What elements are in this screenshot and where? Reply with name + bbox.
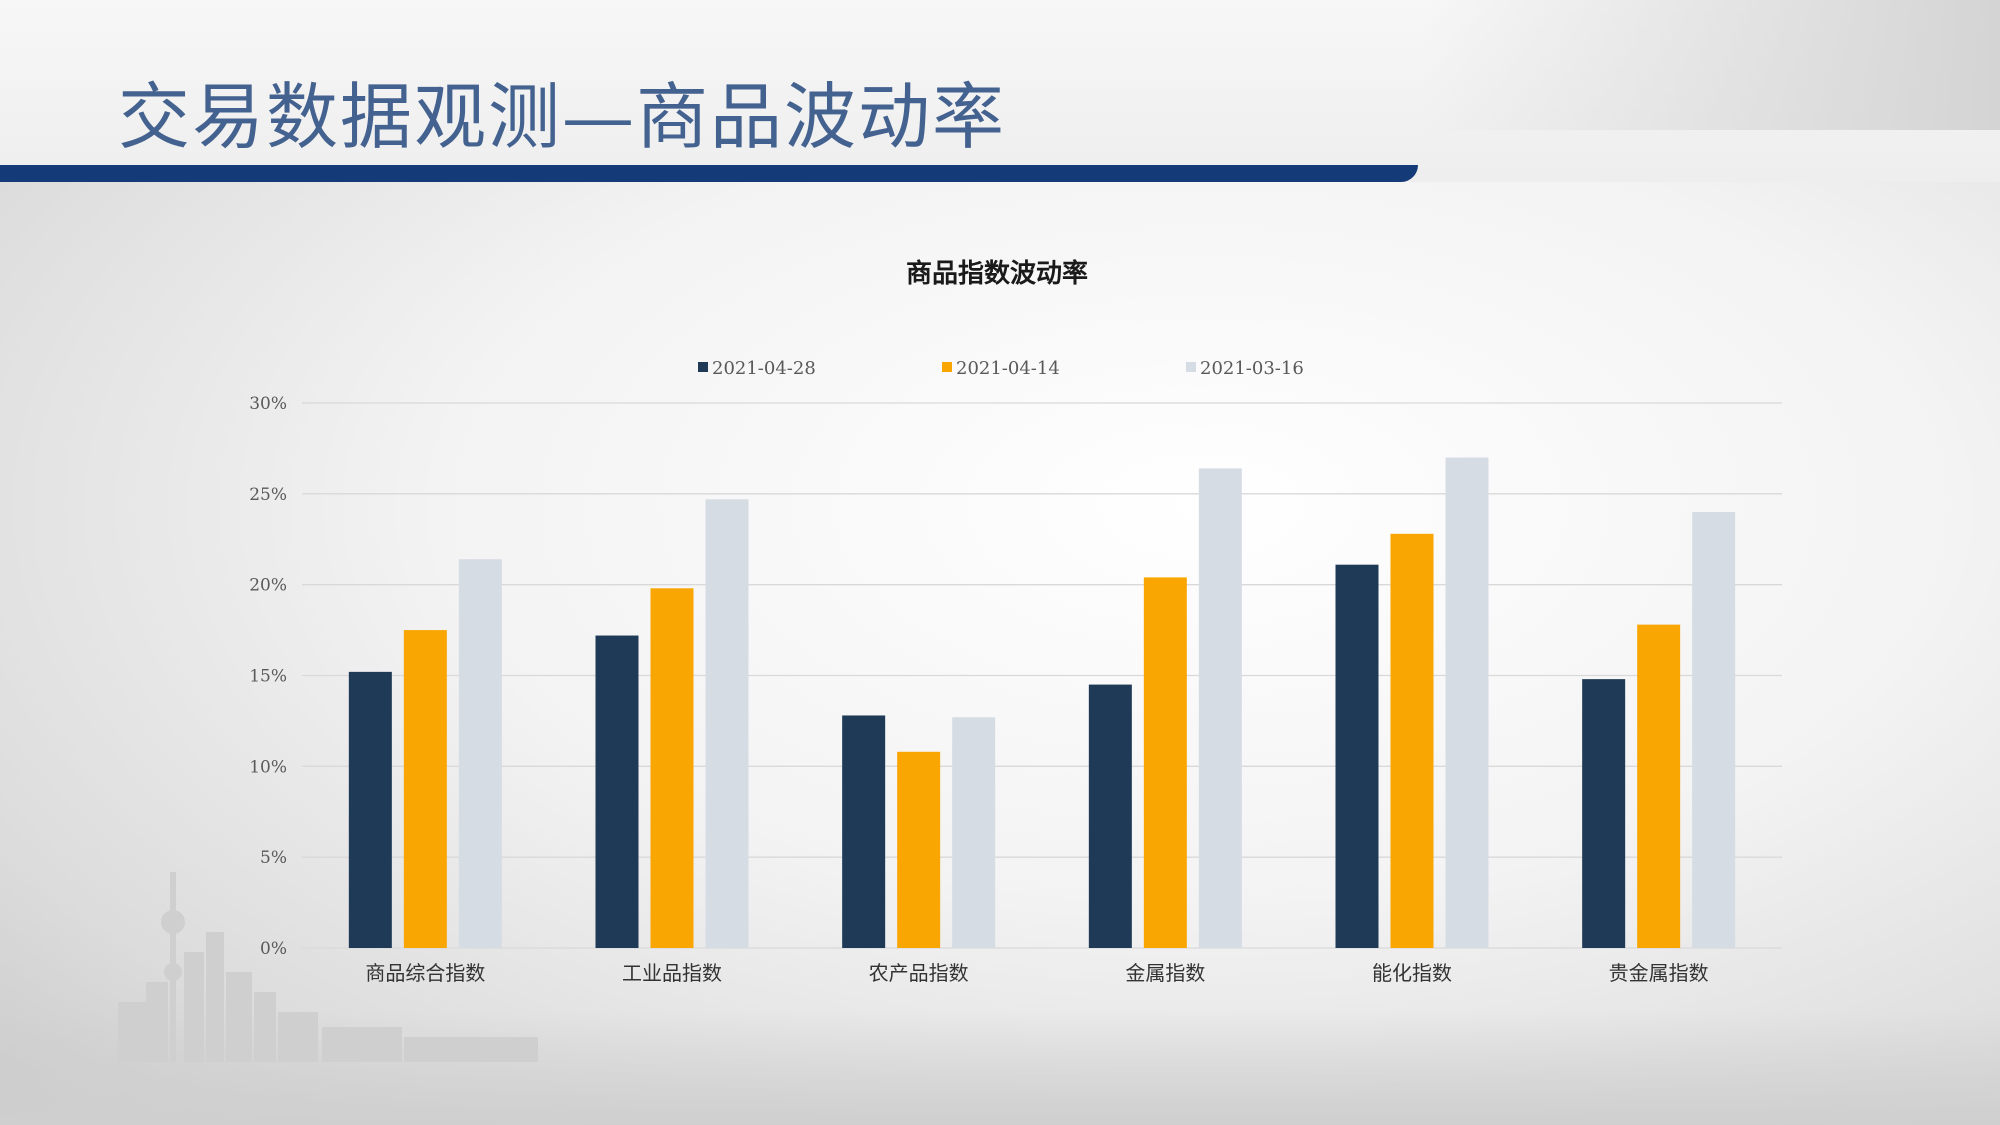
x-category-label: 商品综合指数	[365, 961, 485, 985]
bar	[1637, 624, 1681, 948]
bar	[952, 717, 996, 948]
y-tick-label: 30%	[249, 394, 287, 414]
bar	[1088, 684, 1132, 948]
bar	[1582, 679, 1626, 948]
bar	[705, 499, 749, 948]
bar	[1445, 457, 1489, 948]
bar	[1198, 468, 1242, 948]
y-tick-label: 10%	[249, 757, 287, 777]
city-skyline-decoration	[118, 872, 538, 1062]
x-category-label: 工业品指数	[622, 961, 722, 985]
bar	[348, 671, 392, 948]
bar	[595, 635, 639, 948]
bar	[1390, 533, 1434, 948]
legend-label: 2021-03-16	[1200, 358, 1304, 379]
y-tick-label: 15%	[249, 667, 287, 687]
x-category-label: 金属指数	[1125, 961, 1205, 985]
bar	[458, 559, 502, 948]
y-tick-label: 5%	[260, 848, 287, 868]
bar	[650, 588, 694, 948]
legend-label: 2021-04-28	[712, 358, 816, 379]
legend-label: 2021-04-14	[956, 358, 1060, 379]
chart-title: 商品指数波动率	[906, 258, 1088, 289]
bar	[1692, 512, 1736, 948]
legend-swatch	[698, 362, 708, 372]
x-category-label: 能化指数	[1372, 961, 1452, 985]
header-shade	[1420, 0, 2000, 130]
y-tick-label: 0%	[260, 939, 287, 959]
bar	[403, 630, 447, 948]
bar	[1143, 577, 1187, 948]
y-tick-label: 25%	[249, 485, 287, 505]
bar	[1335, 564, 1379, 948]
bar	[897, 751, 941, 948]
y-tick-label: 20%	[249, 576, 287, 596]
legend-swatch	[1186, 362, 1196, 372]
x-category-label: 贵金属指数	[1609, 961, 1709, 985]
bar	[842, 715, 886, 948]
title-underline-bar	[0, 165, 1418, 182]
page-title: 交易数据观测—商品波动率	[118, 75, 1007, 159]
x-category-label: 农产品指数	[869, 961, 969, 985]
legend-swatch	[942, 362, 952, 372]
